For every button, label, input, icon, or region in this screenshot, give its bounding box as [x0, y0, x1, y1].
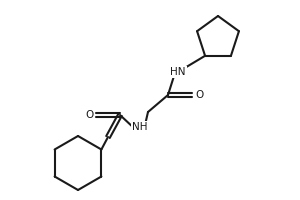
Text: O: O [85, 110, 93, 120]
Text: NH: NH [132, 122, 148, 132]
Text: HN: HN [170, 67, 186, 77]
Text: O: O [195, 90, 203, 100]
